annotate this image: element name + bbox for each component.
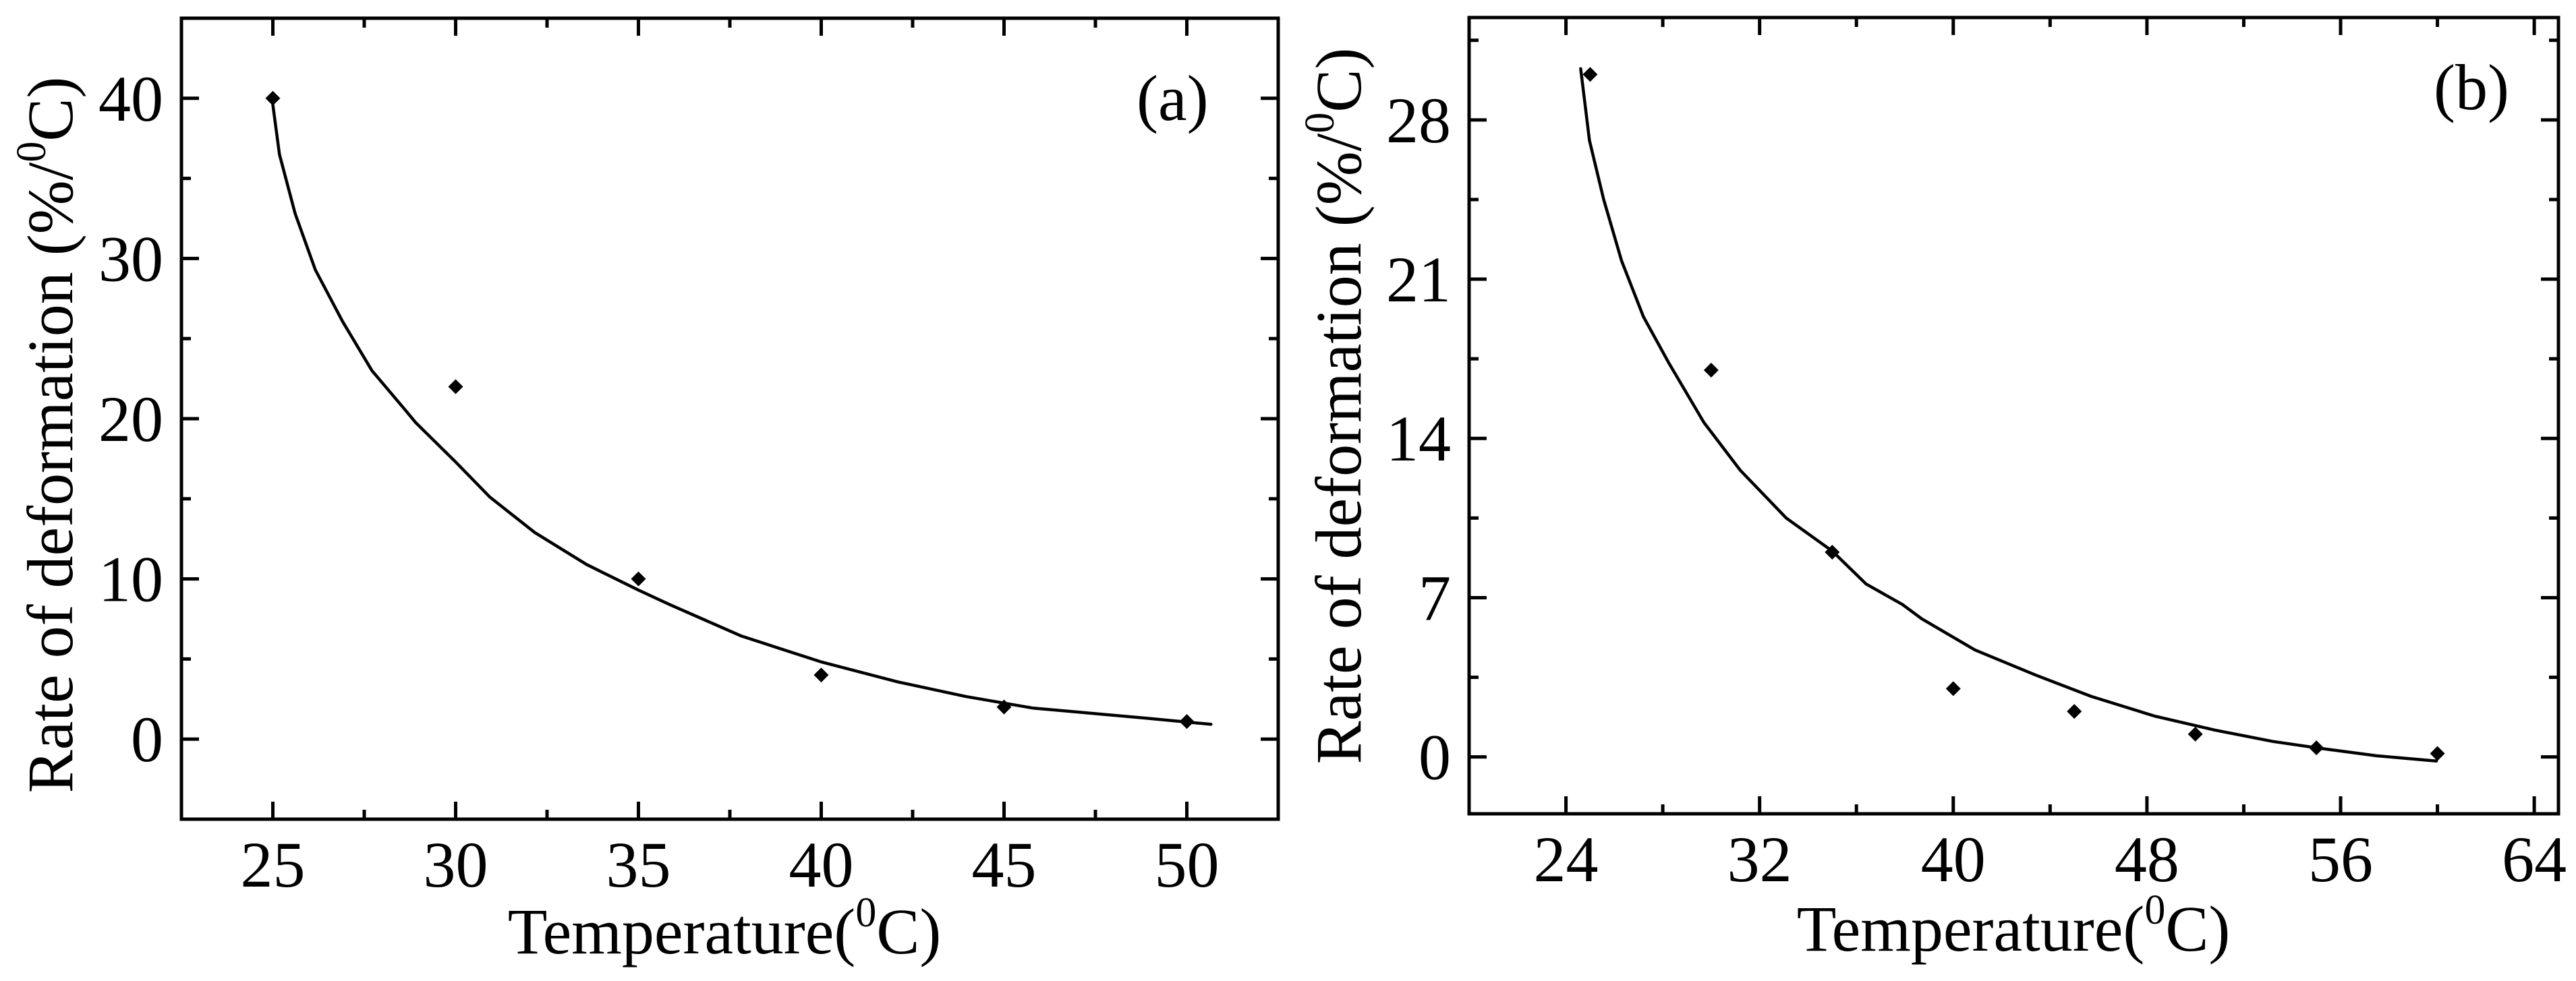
y-tick-label: 28 (1386, 84, 1451, 156)
y-tick-label: 20 (98, 383, 163, 455)
data-point-marker (2187, 726, 2203, 742)
data-point-marker (631, 571, 646, 587)
x-tick-label: 25 (241, 829, 306, 901)
axes-frame (1467, 16, 2560, 816)
x-tick-label: 50 (1155, 829, 1220, 901)
data-point-marker (448, 379, 463, 394)
y-tick-label: 21 (1386, 243, 1451, 316)
x-axis-label: Temperature(0C) (508, 890, 942, 968)
y-axis-label-text: Rate of deformation (%/ (1303, 133, 1375, 764)
panel-label-b: (b) (2434, 51, 2509, 123)
x-axis-label-unit: C) (876, 895, 941, 968)
data-point-marker (1703, 363, 1719, 378)
y-axis-label: Rate of deformation (%/0C) (1297, 48, 1375, 765)
data-point-marker (2309, 740, 2324, 756)
y-axis-label: Rate of deformation (%/0C) (9, 77, 86, 794)
panel-label-a: (a) (1137, 62, 1209, 134)
y-tick-label: 10 (98, 543, 163, 616)
x-tick-label: 48 (2115, 823, 2179, 895)
x-tick-label: 24 (1534, 823, 1599, 895)
y-tick-label: 0 (1419, 721, 1451, 794)
y-axis-label-unit: C) (14, 77, 86, 142)
plot-area: 25 30 35 40 45 50 0 10 20 30 40 (98, 16, 1280, 901)
y-axis-label-text: Rate of deformation (%/ (14, 162, 86, 793)
x-tick-label: 45 (972, 829, 1037, 901)
plot-area: 24 32 40 48 56 64 0 7 14 21 28 (1386, 16, 2567, 895)
y-axis-label-superscript: 0 (9, 142, 55, 162)
data-point-marker (2430, 746, 2445, 761)
x-axis-label-superscript: 0 (2144, 887, 2165, 933)
x-tick-label: 40 (789, 829, 854, 901)
data-point-marker (2067, 704, 2082, 719)
data-point-marker (1825, 544, 1840, 560)
data-point-marker (1179, 714, 1195, 730)
y-tick-label: 14 (1386, 403, 1451, 475)
y-tick-label: 0 (131, 703, 163, 775)
x-tick-label: 32 (1727, 823, 1792, 895)
data-point-marker (1582, 67, 1598, 82)
x-tick-label: 30 (424, 829, 488, 901)
data-point-marker (813, 667, 829, 683)
x-axis-label-superscript: 0 (855, 890, 876, 936)
axes-frame (179, 16, 1280, 821)
x-tick-label: 40 (1921, 823, 1986, 895)
x-tick-label: 35 (606, 829, 671, 901)
x-tick-label: 64 (2502, 823, 2567, 895)
fitted-curve (271, 103, 1213, 726)
y-axis-label-superscript: 0 (1297, 113, 1343, 133)
y-tick-label: 7 (1419, 562, 1451, 634)
y-tick-label: 40 (98, 63, 163, 135)
data-point-marker (1945, 681, 1961, 696)
data-point-marker (996, 699, 1012, 715)
x-tick-label: 56 (2308, 823, 2373, 895)
y-tick-label: 30 (98, 222, 163, 295)
x-axis-label-text: Temperature( (1797, 893, 2145, 965)
fitted-curve (1579, 67, 2438, 763)
x-axis-label-unit: C) (2165, 893, 2230, 965)
x-axis-label: Temperature(0C) (1797, 887, 2231, 965)
y-axis-label-unit: C) (1303, 48, 1375, 113)
x-axis-label-text: Temperature( (508, 895, 856, 968)
data-point-marker (265, 90, 281, 106)
